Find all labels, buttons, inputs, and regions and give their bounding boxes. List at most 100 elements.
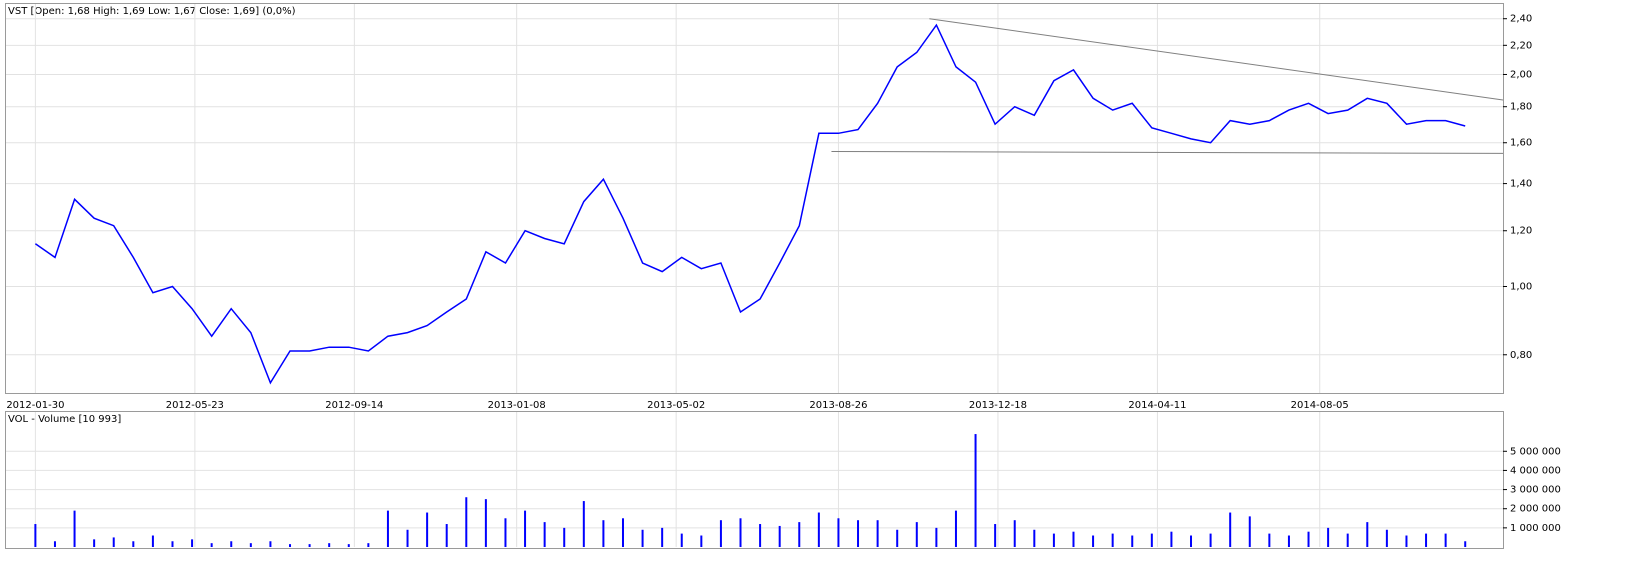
volume-bar	[1346, 533, 1349, 547]
volume-bar	[857, 520, 860, 547]
y-tick-label: 2 000 000	[1510, 504, 1561, 515]
y-tick-label: 5 000 000	[1510, 446, 1561, 457]
y-tick-label: 1,00	[1510, 282, 1532, 293]
volume-bar	[994, 524, 997, 547]
volume-bar	[739, 518, 742, 547]
x-tick-label: 2012-09-14	[325, 400, 383, 411]
y-tick-label: 4 000 000	[1510, 465, 1561, 476]
volume-bar	[1287, 535, 1290, 547]
volume-bar	[602, 520, 605, 547]
x-tick-label: 2013-12-18	[969, 400, 1027, 411]
volume-bar	[837, 518, 840, 547]
volume-bar	[1150, 533, 1153, 547]
trend-line	[929, 18, 1504, 101]
price-title: VST [Open: 1,68 High: 1,69 Low: 1,67 Clo…	[8, 6, 296, 17]
volume-bar	[1092, 535, 1095, 547]
volume-bar	[680, 533, 683, 547]
volume-bar	[289, 544, 292, 547]
x-tick-label: 2014-08-05	[1291, 400, 1349, 411]
x-tick-label: 2012-01-30	[6, 400, 64, 411]
volume-bar	[445, 524, 448, 547]
volume-bar	[1268, 533, 1271, 547]
volume-bar	[426, 512, 429, 547]
volume-bar	[778, 525, 781, 547]
volume-bar	[1425, 533, 1428, 547]
y-tick-label: 1,60	[1510, 138, 1532, 149]
volume-bar	[1444, 533, 1447, 547]
volume-bar	[1464, 541, 1467, 547]
y-tick-label: 1,20	[1510, 226, 1532, 237]
volume-bar	[563, 527, 566, 547]
volume-panel	[5, 411, 1504, 549]
volume-bar	[465, 497, 468, 547]
x-tick-label: 2013-01-08	[488, 400, 546, 411]
y-tick-label: 1,80	[1510, 102, 1532, 113]
volume-bar	[1209, 533, 1212, 547]
volume-bar	[974, 434, 977, 547]
volume-bar	[661, 527, 664, 547]
volume-bar	[1327, 527, 1330, 547]
volume-bar	[915, 522, 918, 547]
volume-bar	[1052, 533, 1055, 547]
volume-bar	[1385, 529, 1388, 547]
volume-bar	[582, 501, 585, 547]
volume-bar	[1170, 531, 1173, 547]
y-tick-label: 2,40	[1510, 14, 1532, 25]
x-tick-label: 2013-08-26	[809, 400, 867, 411]
volume-bar	[132, 541, 135, 547]
volume-bar	[1248, 516, 1251, 547]
volume-bar	[73, 510, 76, 547]
volume-bar	[112, 537, 115, 547]
volume-bar	[406, 529, 409, 547]
volume-bar	[1366, 522, 1369, 547]
volume-bar	[759, 524, 762, 547]
volume-bar	[1190, 535, 1193, 547]
volume-bar	[1033, 529, 1036, 547]
volume-bar	[347, 544, 350, 547]
volume-bar	[1111, 533, 1114, 547]
y-tick-label: 1 000 000	[1510, 523, 1561, 534]
volume-bar	[798, 522, 801, 547]
volume-bar	[34, 524, 37, 547]
volume-bar	[386, 510, 389, 547]
volume-bar	[896, 529, 899, 547]
y-tick-label: 0,80	[1510, 350, 1532, 361]
volume-bar	[210, 543, 213, 547]
volume-bar	[53, 541, 56, 547]
volume-bar	[269, 541, 272, 547]
volume-bar	[700, 535, 703, 547]
x-tick-label: 2012-05-23	[166, 400, 224, 411]
x-tick-label: 2014-04-11	[1128, 400, 1186, 411]
y-tick-label: 2,20	[1510, 40, 1532, 51]
volume-bar	[876, 520, 879, 547]
volume-title: VOL - Volume [10 993]	[8, 414, 121, 425]
volume-bar	[543, 522, 546, 547]
x-tick-label: 2013-05-02	[647, 400, 705, 411]
volume-bar	[484, 499, 487, 547]
volume-bar	[1229, 512, 1232, 547]
volume-bar	[719, 520, 722, 547]
volume-bar	[504, 518, 507, 547]
volume-bar	[151, 535, 154, 547]
volume-bar	[1131, 535, 1134, 547]
volume-bar	[524, 510, 527, 547]
volume-bar	[817, 512, 820, 547]
y-tick-label: 1,40	[1510, 179, 1532, 190]
volume-bar	[641, 529, 644, 547]
volume-bar	[93, 539, 96, 547]
volume-bar	[191, 539, 194, 547]
volume-bar	[1307, 531, 1310, 547]
y-tick-label: 3 000 000	[1510, 485, 1561, 496]
volume-bar	[1072, 531, 1075, 547]
volume-bar	[954, 510, 957, 547]
volume-bar	[1405, 535, 1408, 547]
volume-bar	[171, 541, 174, 547]
price-line	[34, 23, 1466, 385]
volume-bar	[1013, 520, 1016, 547]
trend-line	[831, 150, 1504, 154]
volume-bar	[308, 544, 311, 547]
volume-bar	[367, 543, 370, 547]
volume-bar	[935, 527, 938, 547]
